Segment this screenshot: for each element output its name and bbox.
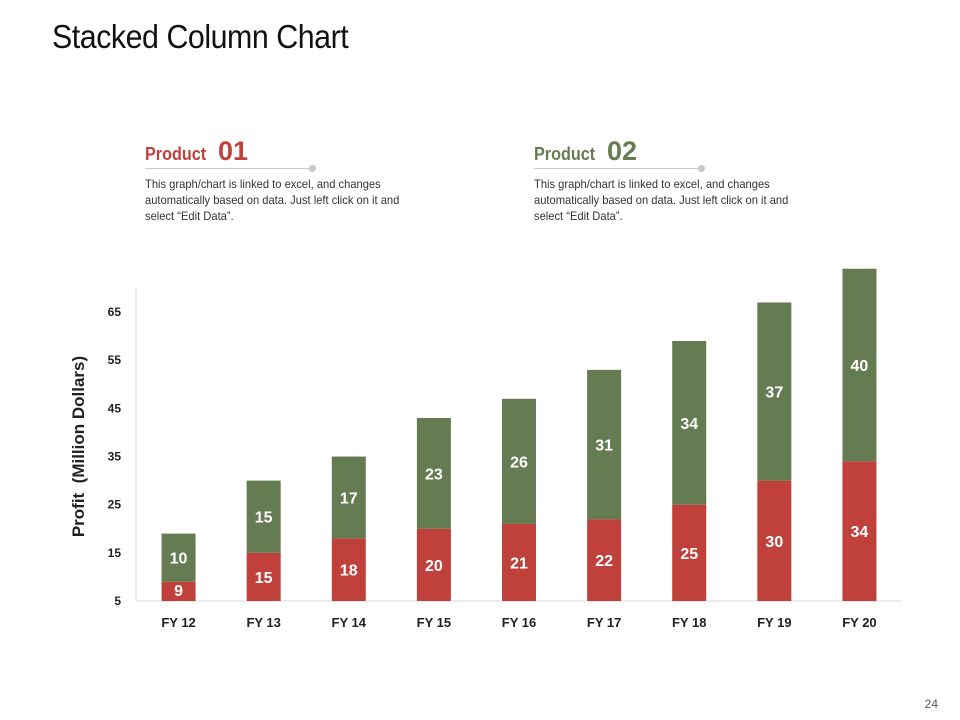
legend-product-02-heading: Product 02 xyxy=(534,138,834,165)
bar-data-label: 34 xyxy=(851,524,869,541)
legend-product-01-word: Product xyxy=(145,144,207,164)
bar-segment-1 xyxy=(587,519,622,601)
legend-product-02-word: Product xyxy=(534,144,596,164)
y-axis-label: Profit (Million Dollars) xyxy=(69,356,88,537)
y-tick-label: 35 xyxy=(108,450,122,464)
bar-segment-2 xyxy=(246,480,281,553)
x-tick-label: FY 19 xyxy=(757,615,791,630)
x-tick-label: FY 20 xyxy=(842,615,876,630)
bar-segment-1 xyxy=(757,480,792,601)
bar-data-label: 34 xyxy=(680,416,698,433)
y-tick-label: 45 xyxy=(108,401,122,415)
legend-product-02-description: This graph/chart is linked to excel, and… xyxy=(534,177,789,223)
bar-segment-2 xyxy=(587,369,622,520)
bar-segment-1 xyxy=(502,523,536,601)
bar-segment-1 xyxy=(161,581,196,601)
bar-segment-2 xyxy=(502,398,536,524)
x-tick-label: FY 17 xyxy=(587,615,621,630)
x-tick-label: FY 12 xyxy=(161,615,195,630)
x-tick-label: FY 15 xyxy=(417,615,451,630)
y-tick-label: 5 xyxy=(114,594,121,608)
bar-data-label: 17 xyxy=(340,490,358,507)
bar-data-label: 21 xyxy=(510,555,528,572)
y-tick-label: 25 xyxy=(108,498,122,512)
x-tick-label: FY 18 xyxy=(672,615,706,630)
bar-segment-1 xyxy=(842,461,877,601)
bar-segment-1 xyxy=(331,538,366,601)
bar-data-label: 40 xyxy=(851,358,869,375)
y-tick-label: 65 xyxy=(108,305,122,319)
legend-product-01-divider xyxy=(145,165,316,172)
bar-data-label: 23 xyxy=(425,466,443,483)
x-tick-label: FY 16 xyxy=(502,615,536,630)
legend-product-02-divider xyxy=(534,165,705,172)
page-number: 24 xyxy=(924,697,938,711)
bar-data-label: 26 xyxy=(510,454,528,471)
bar-data-label: 9 xyxy=(174,583,183,600)
bar-data-label: 30 xyxy=(765,534,783,551)
legend-product-01: Product 01 This graph/chart is linked to… xyxy=(145,138,445,224)
slide-title: Stacked Column Chart xyxy=(52,18,349,55)
x-tick-label: FY 14 xyxy=(332,615,367,630)
bar-segment-2 xyxy=(757,302,792,481)
bar-segment-1 xyxy=(246,552,281,601)
bar-data-label: 18 xyxy=(340,563,358,580)
bar-data-label: 22 xyxy=(595,553,613,570)
y-tick-label: 55 xyxy=(108,353,122,367)
bar-segment-1 xyxy=(416,528,451,601)
y-tick-label: 15 xyxy=(108,546,122,560)
bar-data-label: 25 xyxy=(680,546,698,563)
bar-segment-2 xyxy=(161,533,196,582)
legend-product-02-number: 02 xyxy=(607,136,638,166)
bar-data-label: 15 xyxy=(255,570,273,587)
bar-segment-2 xyxy=(672,340,707,505)
legend-product-01-description: This graph/chart is linked to excel, and… xyxy=(145,177,400,223)
divider-dot-icon xyxy=(309,165,316,172)
bar-segment-2 xyxy=(416,418,451,529)
bar-data-label: 20 xyxy=(425,558,443,575)
bar-data-label: 37 xyxy=(765,385,783,402)
legend-product-02: Product 02 This graph/chart is linked to… xyxy=(534,138,834,224)
bar-data-label: 15 xyxy=(255,510,273,527)
bar-segment-2 xyxy=(842,268,877,462)
bar-data-label: 10 xyxy=(170,551,188,568)
x-tick-label: FY 13 xyxy=(246,615,280,630)
legend-product-01-number: 01 xyxy=(218,136,249,166)
bar-data-label: 31 xyxy=(595,438,613,455)
divider-dot-icon xyxy=(698,165,705,172)
bar-segment-2 xyxy=(331,456,366,539)
bar-segment-1 xyxy=(672,504,707,601)
legend-product-01-heading: Product 01 xyxy=(145,138,445,165)
